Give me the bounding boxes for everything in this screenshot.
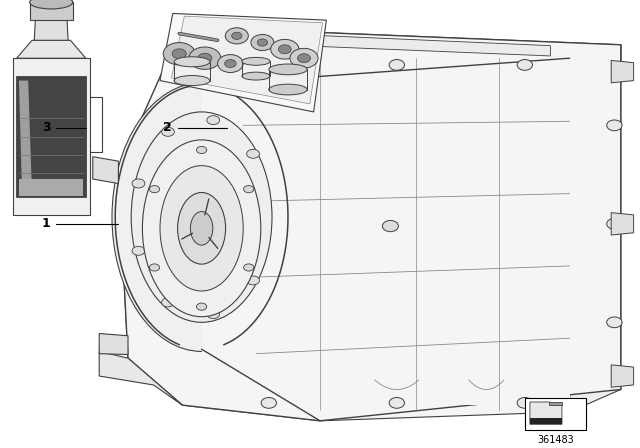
Circle shape — [271, 39, 299, 59]
Ellipse shape — [189, 66, 208, 77]
Polygon shape — [172, 16, 323, 104]
Circle shape — [149, 264, 159, 271]
Circle shape — [607, 120, 622, 131]
Ellipse shape — [191, 211, 212, 245]
Circle shape — [198, 53, 212, 63]
Polygon shape — [29, 2, 73, 20]
Polygon shape — [224, 31, 550, 56]
Circle shape — [207, 116, 220, 125]
Circle shape — [607, 219, 622, 229]
Circle shape — [244, 185, 254, 193]
Bar — [525, 397, 586, 430]
Polygon shape — [549, 402, 562, 405]
Circle shape — [290, 48, 318, 68]
Polygon shape — [13, 58, 90, 215]
Bar — [530, 418, 562, 424]
Polygon shape — [611, 365, 634, 387]
Polygon shape — [182, 27, 621, 72]
Circle shape — [251, 34, 274, 51]
Circle shape — [196, 303, 207, 310]
Ellipse shape — [174, 76, 210, 86]
Text: 2: 2 — [163, 121, 172, 134]
Ellipse shape — [142, 140, 261, 317]
Polygon shape — [19, 179, 83, 196]
Text: 1: 1 — [42, 217, 51, 230]
Circle shape — [517, 60, 532, 70]
Circle shape — [161, 127, 174, 136]
Polygon shape — [570, 45, 621, 412]
Ellipse shape — [242, 72, 270, 80]
Circle shape — [132, 179, 145, 188]
Polygon shape — [93, 157, 118, 184]
Ellipse shape — [242, 57, 270, 65]
Ellipse shape — [383, 220, 398, 232]
Circle shape — [161, 298, 174, 307]
Circle shape — [298, 54, 310, 63]
Circle shape — [232, 32, 242, 39]
Circle shape — [261, 60, 276, 70]
Ellipse shape — [269, 64, 307, 75]
Ellipse shape — [178, 193, 226, 264]
Polygon shape — [118, 58, 570, 421]
Ellipse shape — [174, 57, 210, 67]
Circle shape — [225, 60, 236, 68]
Text: 361483: 361483 — [537, 435, 573, 445]
Polygon shape — [16, 76, 86, 197]
Circle shape — [246, 276, 259, 285]
Circle shape — [246, 149, 259, 158]
Circle shape — [257, 39, 268, 46]
Circle shape — [517, 397, 532, 408]
Polygon shape — [611, 60, 634, 83]
Text: 3: 3 — [42, 121, 51, 134]
Polygon shape — [35, 20, 68, 40]
Circle shape — [207, 310, 220, 319]
Circle shape — [225, 28, 248, 44]
Circle shape — [389, 397, 404, 408]
Circle shape — [389, 60, 404, 70]
Polygon shape — [611, 213, 634, 235]
Circle shape — [196, 146, 207, 154]
Circle shape — [261, 397, 276, 408]
Polygon shape — [118, 27, 621, 421]
Circle shape — [278, 45, 291, 54]
Ellipse shape — [112, 83, 291, 351]
Circle shape — [244, 264, 254, 271]
Polygon shape — [160, 13, 326, 112]
Circle shape — [163, 43, 195, 65]
Polygon shape — [19, 81, 32, 193]
Circle shape — [607, 317, 622, 327]
Circle shape — [189, 47, 221, 69]
Circle shape — [218, 55, 243, 73]
Polygon shape — [530, 402, 562, 424]
Polygon shape — [17, 40, 86, 58]
Ellipse shape — [29, 0, 73, 9]
Circle shape — [132, 246, 145, 255]
Polygon shape — [99, 333, 128, 354]
Ellipse shape — [160, 166, 243, 291]
Polygon shape — [99, 351, 182, 405]
Ellipse shape — [269, 84, 307, 95]
Circle shape — [172, 49, 186, 59]
Ellipse shape — [131, 112, 272, 322]
Polygon shape — [202, 58, 570, 405]
Circle shape — [149, 185, 159, 193]
